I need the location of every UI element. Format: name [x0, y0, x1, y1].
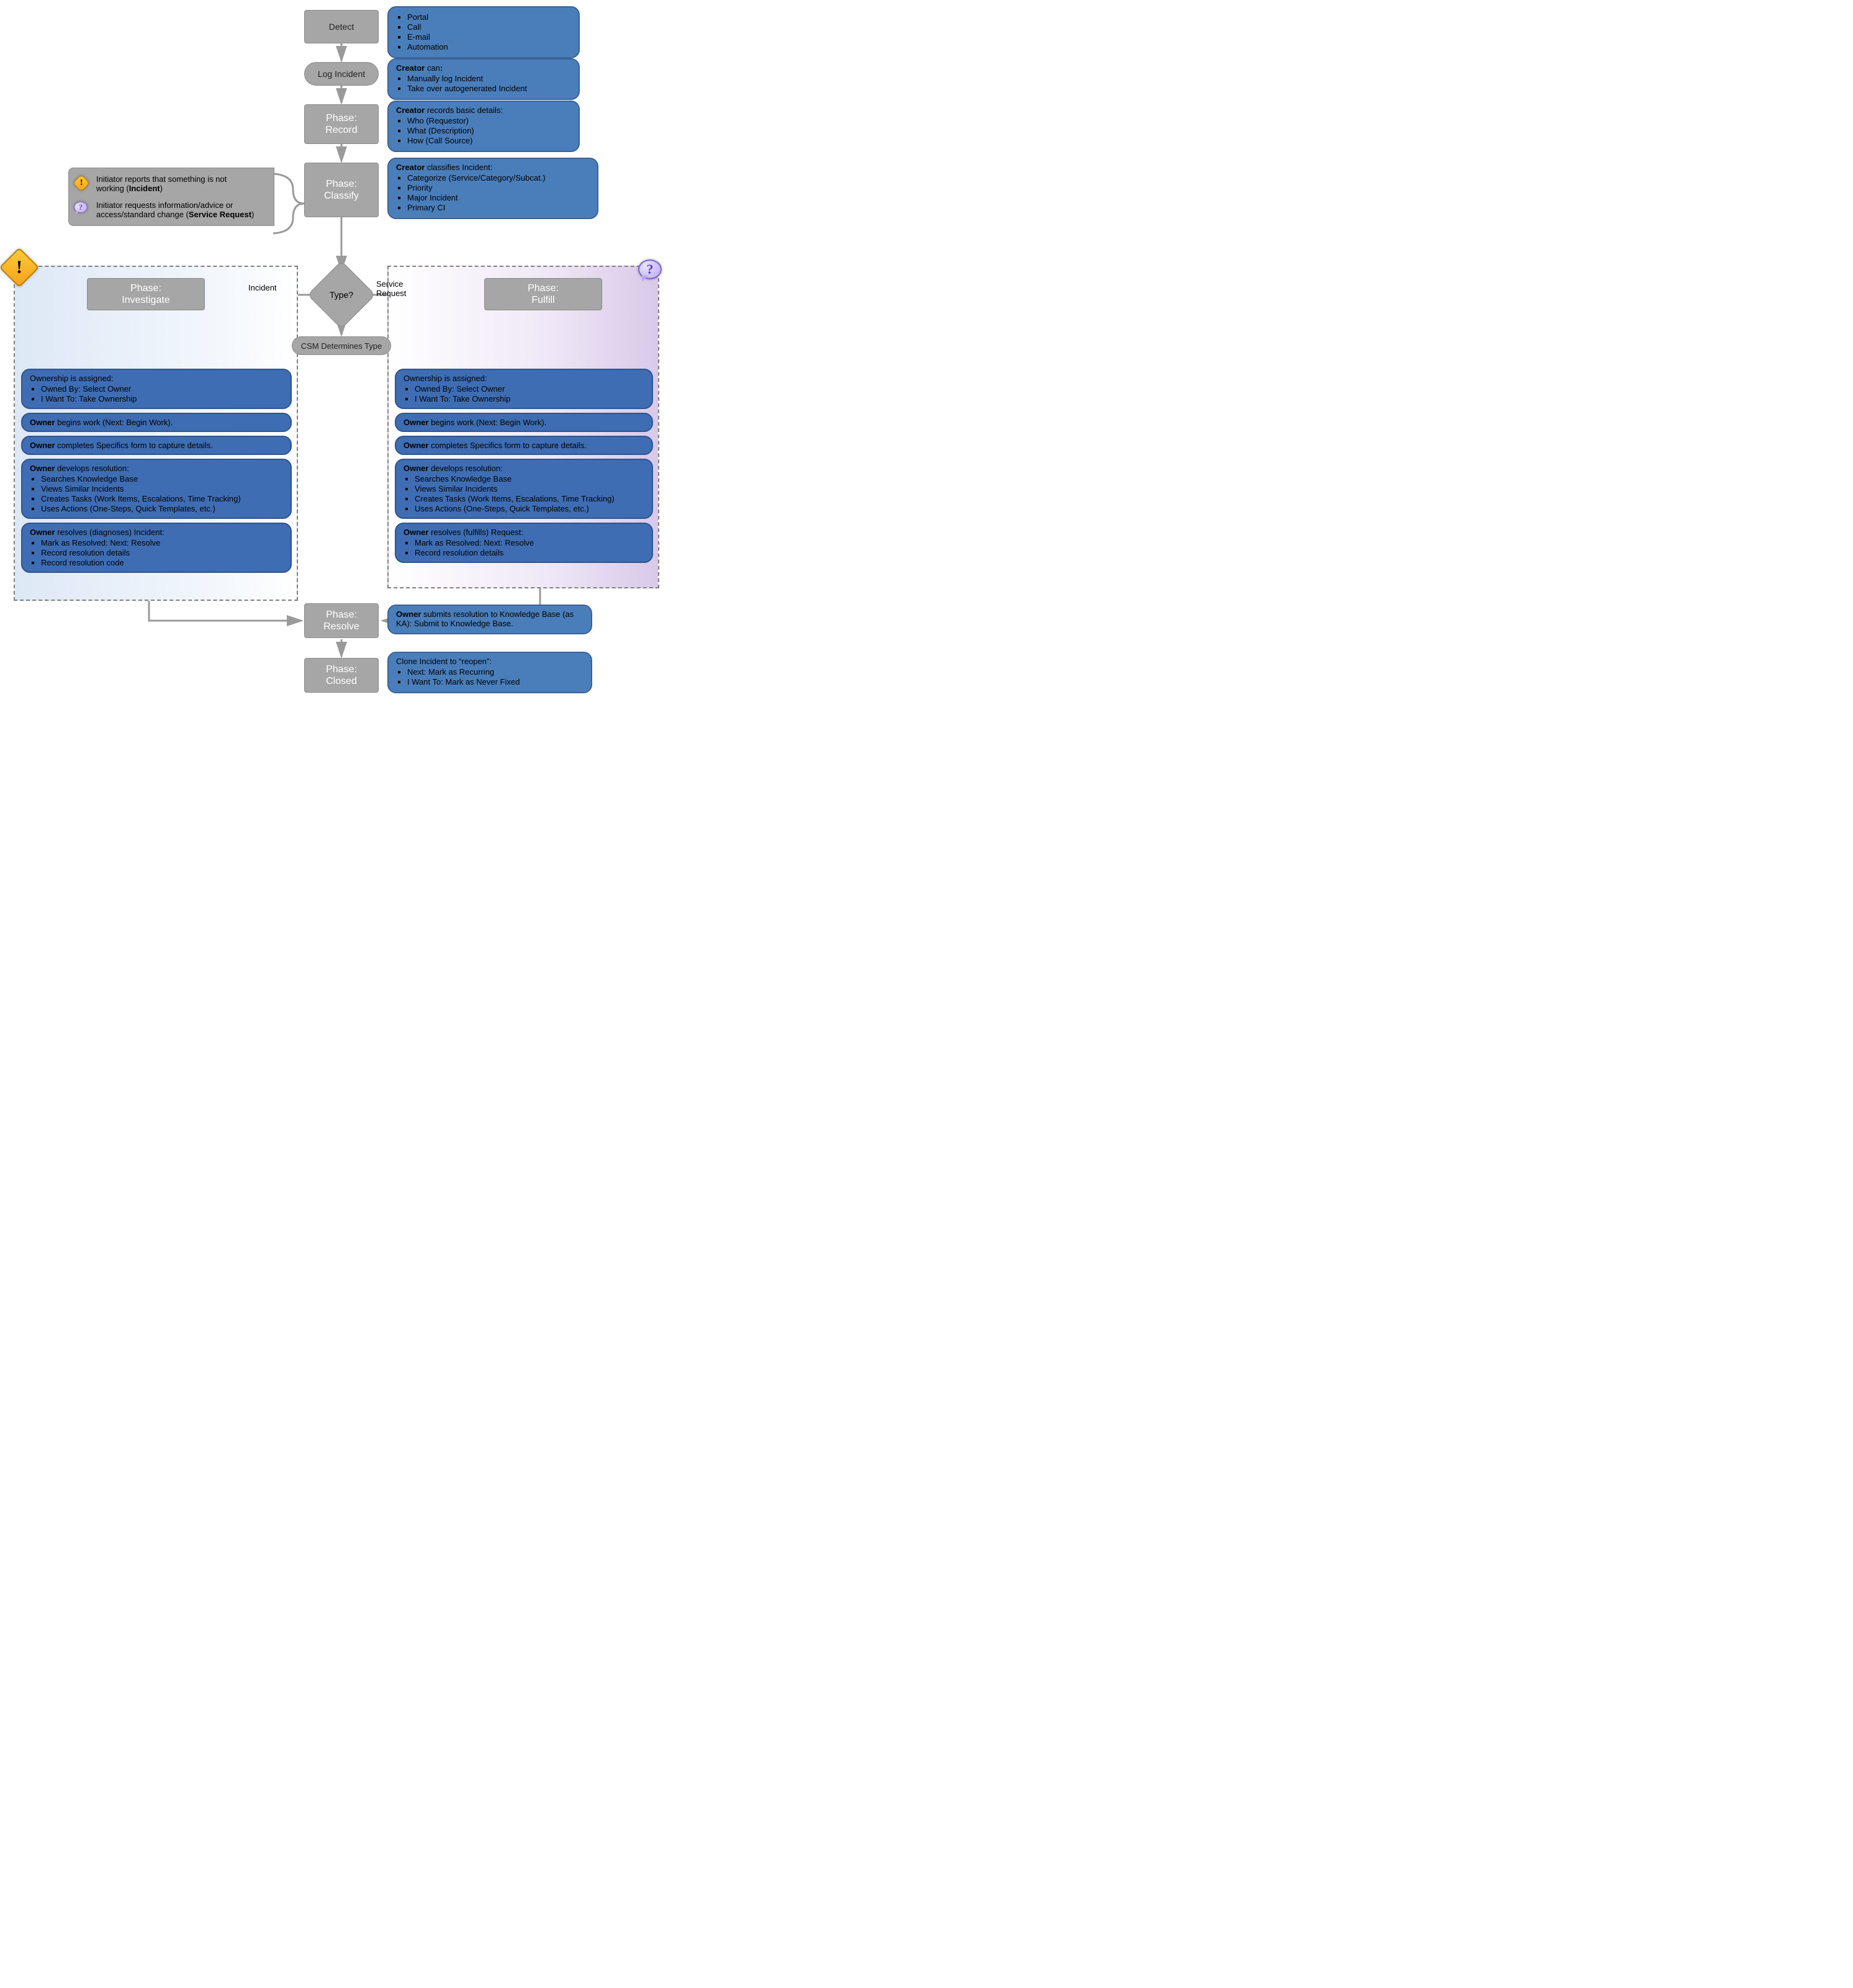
step-diagnose-request: Owner resolves (fulfills) Request: Mark …	[395, 523, 653, 563]
step-diagnose-incident: Owner resolves (diagnoses) Incident: Mar…	[21, 523, 292, 573]
panel-resolve: Owner submits resolution to Knowledge Ba…	[387, 605, 592, 634]
node-detect: Detect	[304, 10, 379, 43]
node-fulfill: Phase: Fulfill	[484, 278, 602, 310]
node-investigate-label: Phase: Investigate	[122, 282, 169, 306]
panel-resolve-text: Owner submits resolution to Knowledge Ba…	[396, 609, 584, 628]
node-resolve-label: Phase: Resolve	[323, 609, 359, 632]
question-icon: ?	[74, 202, 88, 213]
node-classify-label: Phase: Classify	[324, 178, 359, 202]
node-type: Type?	[307, 261, 376, 329]
node-closed-label: Phase: Closed	[326, 663, 357, 687]
node-log: Log Incident	[304, 62, 379, 86]
step-develop: Owner develops resolution: Searches Know…	[21, 459, 292, 519]
step-develop: Owner develops resolution: Searches Know…	[395, 459, 653, 519]
node-log-label: Log Incident	[318, 69, 365, 79]
node-investigate: Phase: Investigate	[87, 278, 205, 310]
track-request: Ownership is assigned: Owned By: Select …	[395, 365, 653, 567]
edge-label-service-request: Service Request	[376, 279, 406, 298]
step-ownership: Ownership is assigned: Owned By: Select …	[395, 369, 653, 409]
step-specifics: Owner completes Specifics form to captur…	[395, 436, 653, 455]
node-resolve: Phase: Resolve	[304, 603, 379, 638]
panel-classify: Creator classifies Incident: Categorize …	[387, 158, 598, 219]
panel-classify-lead: Creator classifies Incident:	[396, 163, 590, 172]
step-specifics: Owner completes Specifics form to captur…	[21, 436, 292, 455]
step-begin: Owner begins work (Next: Begin Work).	[395, 413, 653, 432]
panel-closed: Clone Incident to “reopen”: Next: Mark a…	[387, 652, 592, 693]
warning-icon: !	[73, 174, 90, 192]
panel-record-lead: Creator records basic details:	[396, 106, 571, 115]
flowchart-canvas: Detect Portal Call E-mail Automation Log…	[6, 6, 664, 714]
node-closed: Phase: Closed	[304, 658, 379, 693]
panel-log: Creator can: Manually log Incident Take …	[387, 58, 580, 100]
node-classify: Phase: Classify	[304, 163, 379, 217]
node-csm-label: CSM Determines Type	[301, 341, 382, 351]
step-begin: Owner begins work (Next: Begin Work).	[21, 413, 292, 432]
track-incident: Ownership is assigned: Owned By: Select …	[21, 365, 292, 577]
panel-log-lead: Creator can:	[396, 63, 571, 73]
panel-detect: Portal Call E-mail Automation	[387, 6, 580, 58]
callout-line2: Initiator requests information/advice or…	[96, 200, 255, 219]
node-csm: CSM Determines Type	[292, 336, 391, 355]
callout-line1: Initiator reports that something is not …	[96, 174, 255, 193]
panel-record: Creator records basic details: Who (Requ…	[387, 101, 580, 152]
panel-closed-lead: Clone Incident to “reopen”:	[396, 657, 584, 666]
question-icon: ?	[638, 259, 662, 279]
node-type-label: Type?	[330, 290, 353, 300]
callout-classify: ! Initiator reports that something is no…	[68, 168, 274, 226]
node-fulfill-label: Phase: Fulfill	[528, 282, 559, 306]
node-record: Phase: Record	[304, 104, 379, 144]
node-record-label: Phase: Record	[325, 112, 358, 136]
edge-label-incident: Incident	[248, 283, 277, 292]
step-ownership: Ownership is assigned: Owned By: Select …	[21, 369, 292, 409]
node-detect-label: Detect	[329, 22, 354, 32]
panel-detect-list: Portal Call E-mail Automation	[407, 12, 571, 52]
